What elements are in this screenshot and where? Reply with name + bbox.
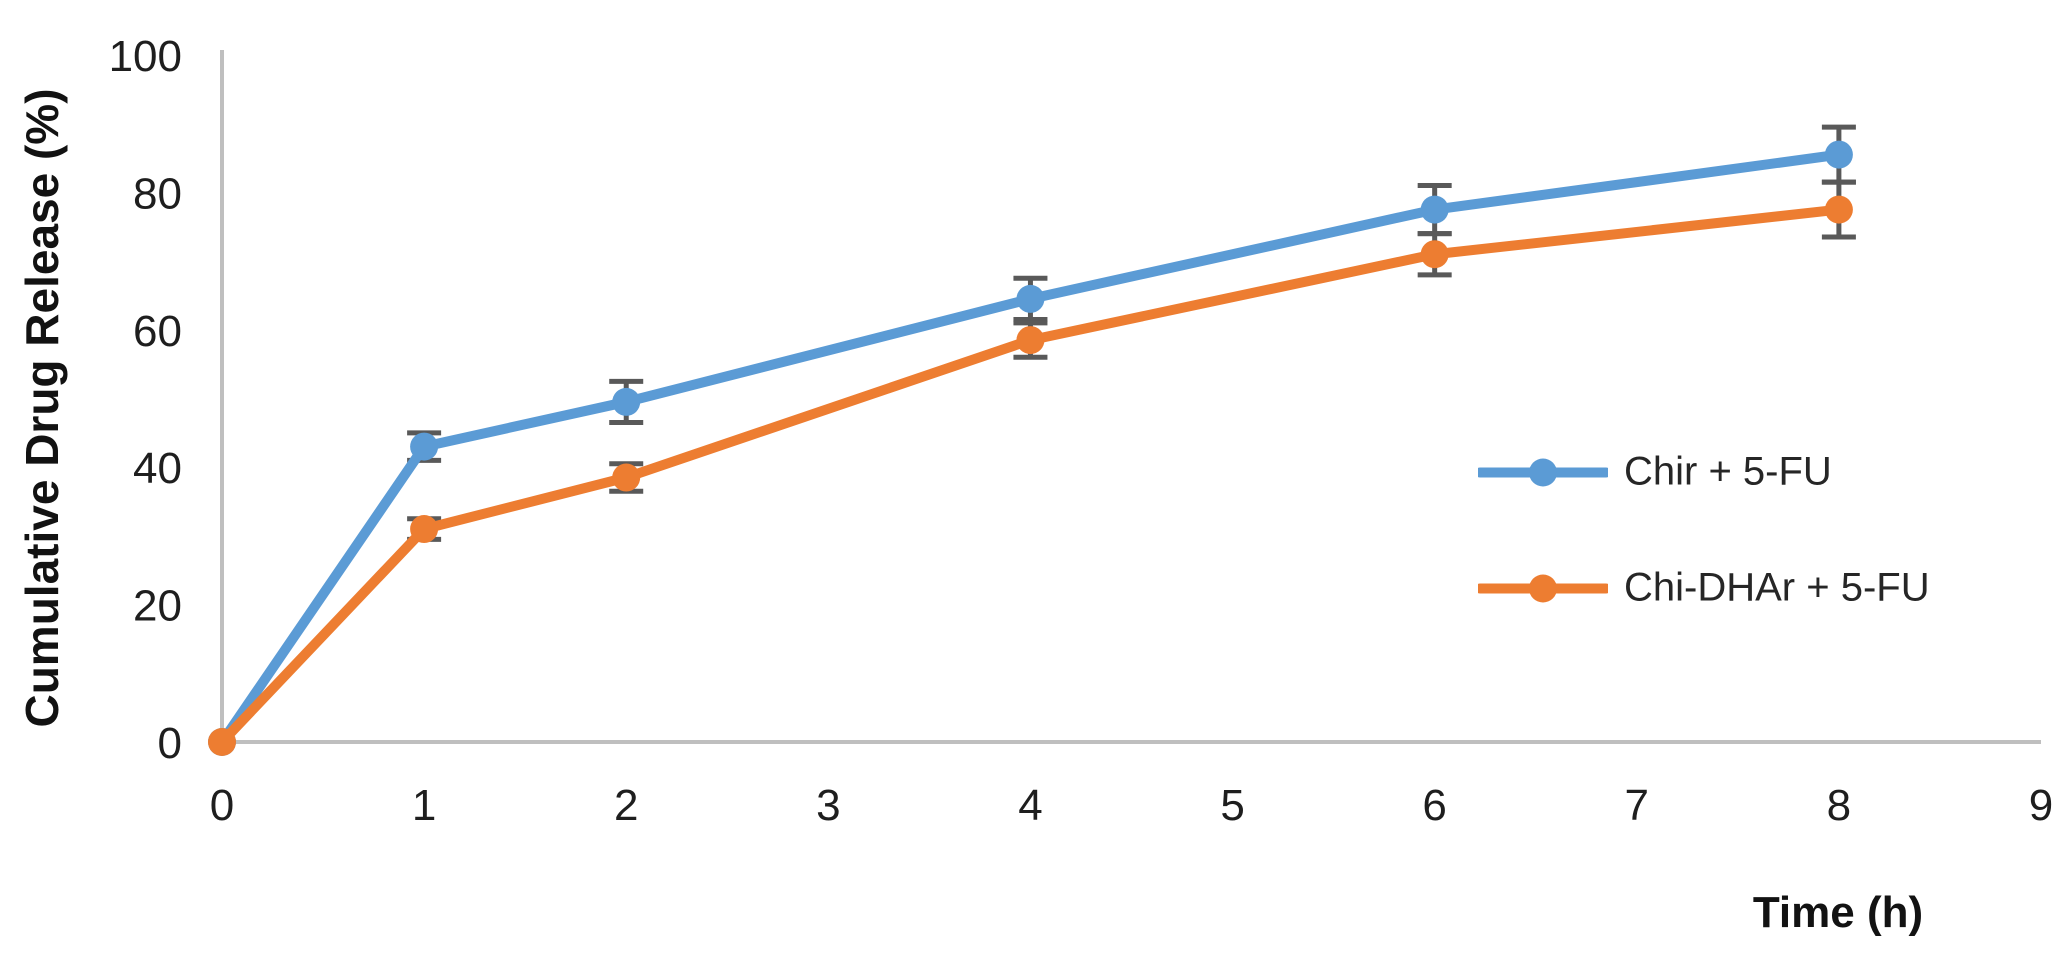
data-point-marker (1824, 140, 1853, 169)
x-tick-label: 7 (1625, 781, 1649, 830)
data-point-marker (1824, 195, 1853, 224)
x-tick-label: 5 (1220, 781, 1244, 830)
data-point-marker (1420, 195, 1449, 224)
data-point-marker (1016, 284, 1045, 313)
y-tick-label: 60 (133, 307, 182, 356)
x-tick-label: 0 (210, 781, 234, 830)
legend-marker-line-dot-icon (1478, 458, 1608, 486)
series-line (217, 149, 1844, 747)
x-tick-label: 6 (1422, 781, 1446, 830)
data-point-marker (208, 728, 236, 756)
x-tick-label: 4 (1018, 781, 1042, 830)
data-point-marker (1016, 326, 1045, 355)
data-point-marker (410, 515, 439, 544)
data-point-marker (1420, 240, 1449, 269)
data-point-marker (612, 387, 641, 416)
x-tick-label: 3 (816, 781, 840, 830)
y-tick-label: 80 (133, 169, 182, 218)
legend-entry-chi-dhar-5fu: Chi-DHAr + 5-FU (1478, 566, 1930, 611)
legend-entry-chir-5fu: Chir + 5-FU (1478, 450, 1832, 495)
legend-marker-line-dot-icon (1478, 574, 1608, 602)
y-tick-label: 40 (133, 444, 182, 493)
data-point-marker (612, 463, 641, 492)
y-tick-label: 20 (133, 582, 182, 631)
x-tick-label: 8 (1827, 781, 1851, 830)
x-tick-label: 9 (2029, 781, 2053, 830)
legend-label-series-1: Chir + 5-FU (1624, 449, 1832, 494)
series-line (217, 204, 1844, 747)
x-tick-label: 2 (614, 781, 638, 830)
x-axis-title: Time (h) (1752, 888, 1924, 937)
legend-label-series-2: Chi-DHAr + 5-FU (1624, 565, 1930, 610)
x-tick-label: 1 (412, 781, 436, 830)
y-tick-label: 100 (109, 32, 182, 81)
data-point-marker (410, 432, 439, 461)
y-tick-label: 0 (158, 719, 182, 768)
